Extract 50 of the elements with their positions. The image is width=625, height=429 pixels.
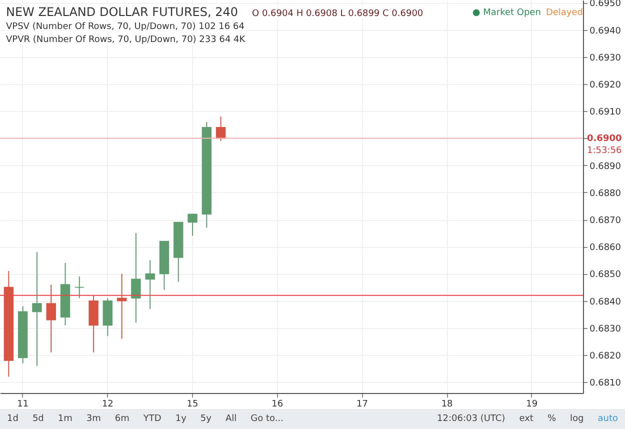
- candlestick: [32, 252, 42, 366]
- text: 1y: [174, 414, 188, 424]
- annotation: O 0.6904 H 0.6908 L 0.6899 C 0.6900: [252, 9, 424, 19]
- candlestick: [131, 232, 141, 324]
- text: 5d: [31, 414, 45, 424]
- y-tick-label: 0.6850: [590, 270, 622, 280]
- text: ext: [518, 414, 534, 424]
- chart-title: NEW ZEALAND DOLLAR FUTURES, 240: [6, 5, 238, 19]
- candlestick: [145, 260, 155, 310]
- text: 6m: [114, 414, 130, 424]
- candlestick: [188, 214, 198, 236]
- y-tick-label: 0.6860: [590, 243, 622, 254]
- x-tick-label: 17: [356, 400, 368, 410]
- text: log: [569, 414, 585, 424]
- x-tick-label: 16: [272, 400, 284, 410]
- ref-line-label: 0.6900: [587, 134, 622, 144]
- y-tick-label: 0.6930: [590, 53, 622, 64]
- annotation: ● Market Open: [472, 8, 541, 18]
- y-tick-label: 0.6840: [590, 297, 622, 308]
- text: 1d: [6, 414, 20, 424]
- x-tick-label: 18: [441, 400, 454, 410]
- candlestick: [74, 276, 84, 299]
- x-tick-label: 19: [526, 400, 538, 410]
- x-tick-label: 15: [186, 400, 198, 410]
- y-tick-label: 0.6820: [590, 352, 622, 362]
- y-tick-label: 0.6810: [590, 378, 622, 389]
- annotation: VPSV (Number Of Rows, 70, Up/Down, 70) 102 16 64: [6, 22, 244, 32]
- x-tick-label: 11: [17, 400, 29, 410]
- candlestick: [116, 273, 127, 340]
- text: 3m: [85, 414, 102, 424]
- text: %: [546, 414, 557, 424]
- text: YTD: [142, 414, 162, 424]
- text: 5y: [199, 414, 212, 424]
- text: 12:06:03 (UTC): [436, 414, 506, 424]
- y-tick-label: 0.6880: [590, 188, 622, 199]
- candlestick: [46, 284, 56, 353]
- text: auto: [596, 414, 619, 424]
- y-tick-label: 0.6920: [590, 80, 622, 91]
- text: 1:53:56: [587, 146, 622, 156]
- y-tick-label: 0.6910: [590, 108, 622, 118]
- text: Go to...: [250, 414, 284, 424]
- y-tick-label: 0.6890: [590, 162, 622, 172]
- annotation: VPVR (Number Of Rows, 70, Up/Down, 70) 233 64 4K: [6, 35, 246, 45]
- y-tick-label: 0.6940: [590, 26, 622, 36]
- x-tick-label: 12: [102, 400, 114, 410]
- y-tick-label: 0.6870: [590, 216, 622, 226]
- text: 1m: [56, 414, 74, 424]
- annotation: Delayed: [546, 8, 583, 18]
- text: All: [224, 414, 238, 424]
- y-tick-label: 0.6830: [590, 324, 622, 334]
